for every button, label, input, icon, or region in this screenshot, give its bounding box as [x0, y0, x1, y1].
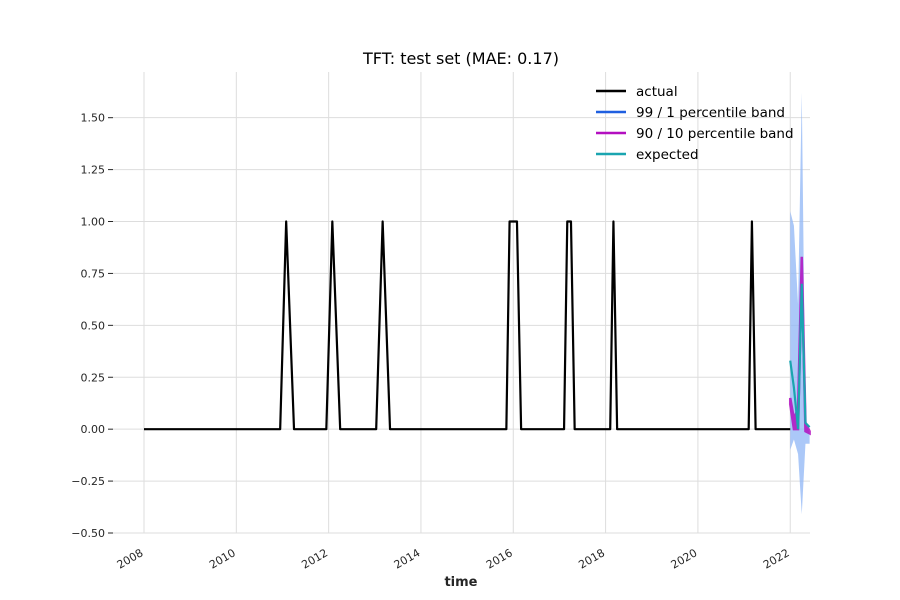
legend-label: actual [636, 84, 678, 100]
y-tick-label: 1.50 [81, 112, 106, 125]
y-tick-label: 1.25 [81, 164, 106, 177]
y-tick-label: 0.75 [81, 267, 106, 280]
x-tick-label: 2008 [115, 546, 146, 571]
x-axis-label: time [444, 575, 477, 590]
series-actual-line [144, 220, 791, 431]
band-layer [788, 92, 811, 515]
y-axis: −0.50 −0.25 0.00 0.25 0.50 0.75 1.00 1.25 1.50 [71, 112, 113, 540]
y-tick-label: 0.50 [81, 319, 106, 332]
x-tick-label: 2022 [761, 546, 792, 571]
x-tick-label: 2016 [484, 546, 515, 571]
series-expected-line [789, 283, 811, 430]
x-axis: 2008 2010 2012 2014 2016 2018 2020 2022 [115, 546, 792, 571]
line-layer [144, 220, 811, 431]
y-tick-label: 1.00 [81, 216, 106, 229]
y-tick-label: −0.50 [71, 527, 105, 540]
legend-label: 90 / 10 percentile band [636, 126, 794, 142]
chart-title: TFT: test set (MAE: 0.17) [362, 49, 559, 68]
y-tick-label: 0.25 [81, 371, 106, 384]
y-tick-label: −0.25 [71, 475, 105, 488]
legend-label: expected [636, 147, 699, 163]
legend: actual 99 / 1 percentile band 90 / 10 perc… [596, 84, 794, 163]
y-tick-label: 0.00 [81, 423, 106, 436]
x-tick-label: 2014 [392, 546, 423, 571]
x-tick-label: 2020 [669, 546, 700, 571]
x-tick-label: 2010 [207, 546, 238, 571]
legend-label: 99 / 1 percentile band [636, 105, 785, 121]
x-tick-label: 2012 [299, 546, 330, 571]
grid [113, 72, 810, 534]
x-tick-label: 2018 [576, 546, 607, 571]
